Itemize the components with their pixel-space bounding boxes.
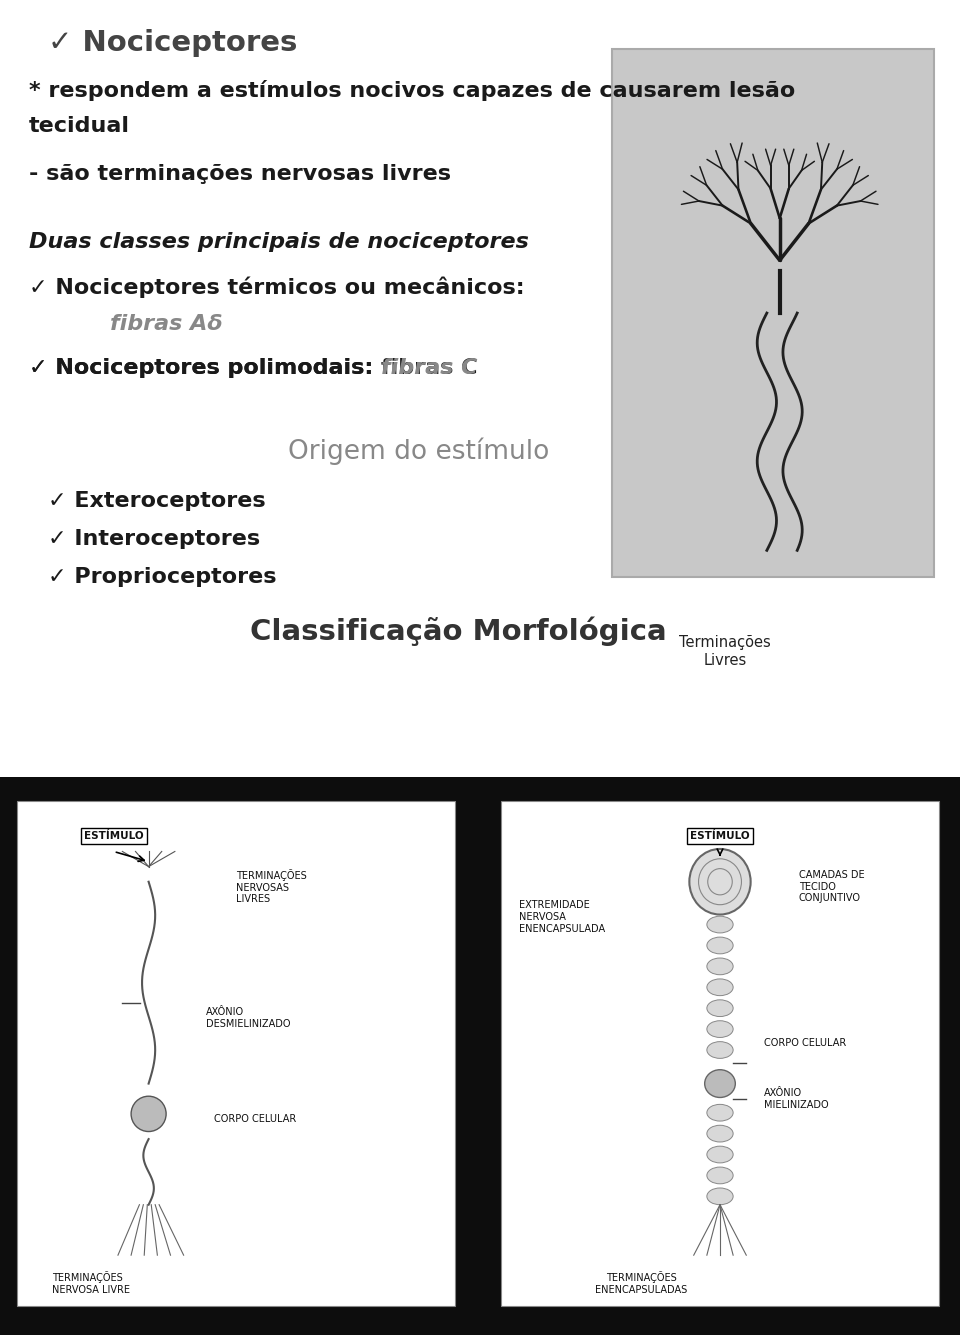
- Ellipse shape: [707, 1167, 733, 1184]
- Text: ✓ Nociceptores: ✓ Nociceptores: [48, 29, 298, 57]
- Text: ✓ Nociceptores térmicos ou mecânicos:: ✓ Nociceptores térmicos ou mecânicos:: [29, 276, 524, 298]
- Text: ✓ Proprioceptores: ✓ Proprioceptores: [48, 567, 276, 587]
- Text: * respondem a estímulos nocivos capazes de causarem lesão: * respondem a estímulos nocivos capazes …: [29, 80, 795, 101]
- Text: EXTREMIDADE
NERVOSA
ENENCAPSULADA: EXTREMIDADE NERVOSA ENENCAPSULADA: [518, 901, 605, 933]
- Ellipse shape: [707, 916, 733, 933]
- Text: AXÔNIO
MIELINIZADO: AXÔNIO MIELINIZADO: [764, 1088, 828, 1109]
- Text: ✓ Nociceptores polimodais:: ✓ Nociceptores polimodais:: [29, 358, 381, 378]
- Bar: [17, 801, 455, 1306]
- Text: CORPO CELULAR: CORPO CELULAR: [764, 1039, 846, 1048]
- Text: TERMINAÇÕES
NERVOSAS
LIVRES: TERMINAÇÕES NERVOSAS LIVRES: [236, 869, 307, 904]
- Ellipse shape: [707, 1188, 733, 1204]
- Text: ✓ Interoceptores: ✓ Interoceptores: [48, 529, 260, 549]
- Text: ESTÍMULO: ESTÍMULO: [84, 832, 143, 841]
- Text: TERMINAÇÕES
NERVOSA LIVRE: TERMINAÇÕES NERVOSA LIVRE: [52, 1271, 131, 1295]
- Text: ESTÍMULO: ESTÍMULO: [690, 832, 750, 841]
- Bar: [0, 777, 960, 1335]
- Ellipse shape: [707, 1021, 733, 1037]
- Ellipse shape: [707, 959, 733, 975]
- Text: Duas classes principais de nociceptores: Duas classes principais de nociceptores: [29, 232, 529, 252]
- Ellipse shape: [707, 1125, 733, 1141]
- Ellipse shape: [707, 1104, 733, 1121]
- Text: Classificação Morfológica: Classificação Morfológica: [250, 617, 666, 646]
- Ellipse shape: [707, 1000, 733, 1016]
- Bar: [612, 49, 934, 577]
- Text: tecidual: tecidual: [29, 116, 130, 136]
- Text: fibras C: fibras C: [381, 358, 477, 378]
- Text: CAMADAS DE
TECIDO
CONJUNTIVO: CAMADAS DE TECIDO CONJUNTIVO: [799, 870, 864, 904]
- Text: fibras Aδ: fibras Aδ: [110, 314, 223, 334]
- Text: ✓ Nociceptores polimodais: fibras C: ✓ Nociceptores polimodais: fibras C: [29, 358, 477, 378]
- Text: Origem do estímulo: Origem do estímulo: [288, 438, 549, 466]
- Ellipse shape: [132, 1096, 166, 1132]
- Text: - são terminações nervosas livres: - são terminações nervosas livres: [29, 164, 451, 184]
- Ellipse shape: [707, 937, 733, 953]
- Ellipse shape: [707, 1041, 733, 1059]
- Text: Terminações
Livres: Terminações Livres: [679, 635, 771, 668]
- Ellipse shape: [707, 1147, 733, 1163]
- Text: TERMINAÇÕES
ENENCAPSULADAS: TERMINAÇÕES ENENCAPSULADAS: [595, 1271, 687, 1295]
- Text: ✓ Exteroceptores: ✓ Exteroceptores: [48, 491, 266, 511]
- Text: CORPO CELULAR: CORPO CELULAR: [214, 1113, 297, 1124]
- Ellipse shape: [689, 849, 751, 914]
- Ellipse shape: [705, 1069, 735, 1097]
- Text: AXÔNIO
DESMIELINIZADO: AXÔNIO DESMIELINIZADO: [205, 1007, 290, 1029]
- Bar: [501, 801, 939, 1306]
- Ellipse shape: [707, 979, 733, 996]
